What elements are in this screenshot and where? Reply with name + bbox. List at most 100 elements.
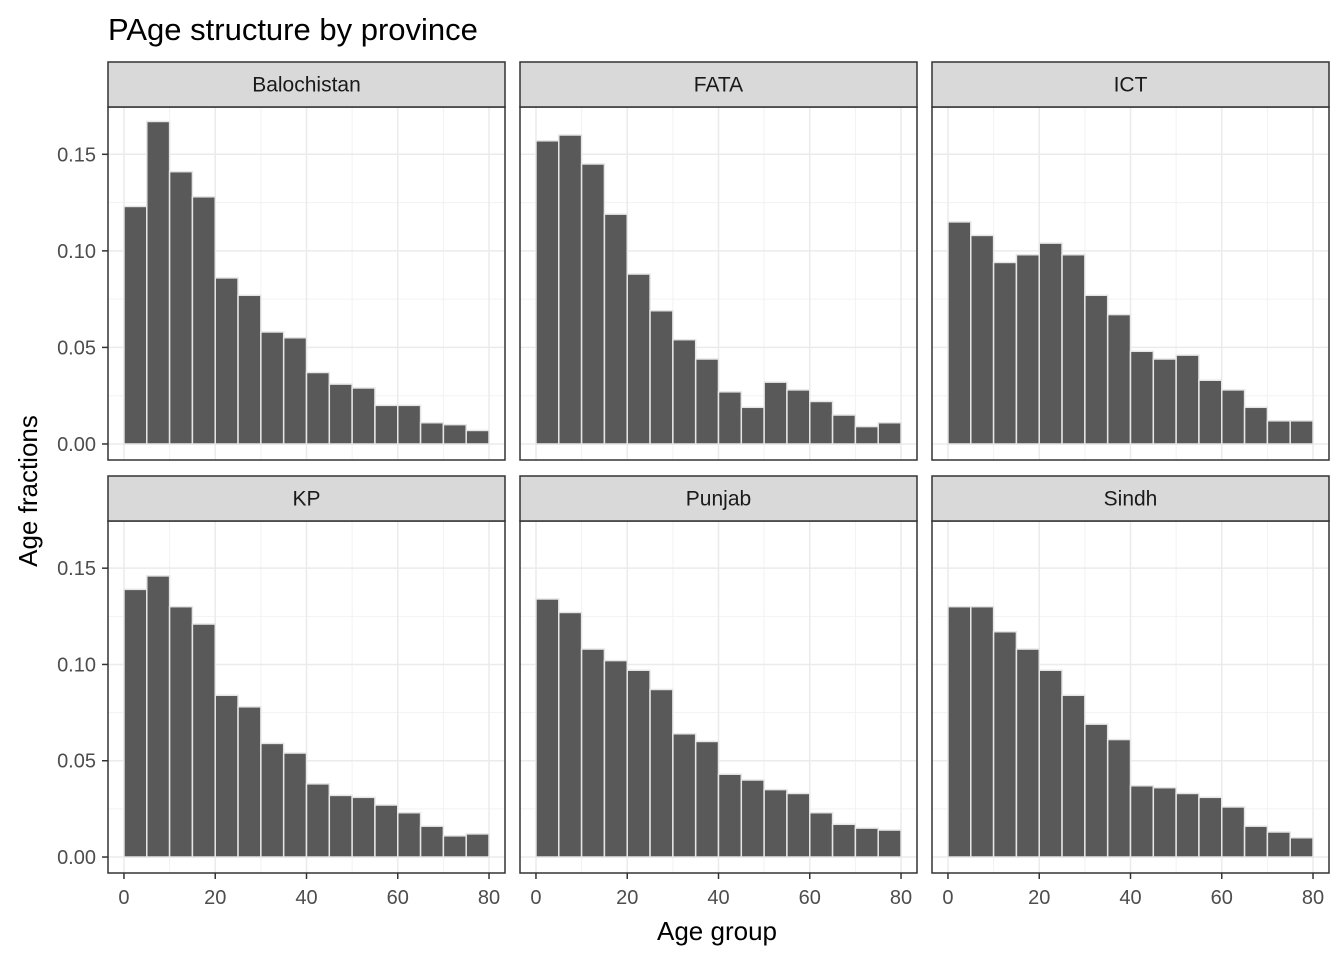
histogram-bar (442, 423, 467, 445)
histogram-bar (1038, 669, 1063, 858)
histogram-bar (214, 694, 239, 858)
histogram-bar (1106, 313, 1132, 445)
histogram-bar (465, 833, 490, 858)
histogram-bar (146, 120, 171, 445)
x-tick-label: 60 (1211, 887, 1233, 909)
histogram-bar (831, 823, 857, 858)
histogram-bar (123, 588, 148, 858)
facet-panel-ict: ICT (931, 61, 1330, 461)
histogram-bar (237, 294, 262, 445)
histogram-bar (328, 794, 353, 858)
facet-strip (107, 475, 506, 522)
histogram-bar (763, 788, 788, 858)
histogram-bar (1061, 253, 1086, 445)
histogram-bar (740, 779, 765, 858)
histogram-bar (786, 792, 811, 858)
histogram-bar (1015, 648, 1040, 858)
histogram-bar (1289, 420, 1314, 445)
histogram-bar (1289, 837, 1314, 858)
histogram-bar (580, 163, 606, 445)
x-tick-label: 80 (1302, 887, 1324, 909)
facet-strip-label: KP (292, 488, 320, 511)
histogram-bar (1266, 831, 1291, 858)
histogram-bar (717, 391, 743, 445)
histogram-bar (168, 170, 194, 445)
histogram-bar (1015, 253, 1040, 445)
histogram-bar (1221, 806, 1246, 858)
y-tick-label: 0.00 (57, 847, 96, 869)
histogram-bar (1175, 792, 1200, 858)
histogram-bar (419, 825, 445, 858)
histogram-bar (1084, 723, 1109, 858)
histogram-bar (237, 706, 262, 858)
histogram-bar (374, 804, 399, 858)
histogram-bar (603, 659, 628, 858)
facet-panel-balochistan: Balochistan 0.00 0.05 0.10 0.15 (57, 61, 506, 461)
y-tick-label: 0.15 (57, 558, 96, 580)
facet-strip (107, 61, 506, 108)
y-tick-label: 0.15 (57, 144, 96, 166)
histogram-bar (626, 669, 651, 858)
histogram-bar (694, 358, 720, 445)
histogram-bar (854, 827, 879, 858)
histogram-bar (351, 796, 376, 858)
histogram-bar (717, 773, 743, 858)
histogram-bar (786, 389, 811, 445)
histogram-bar (649, 309, 674, 445)
x-tick-label: 0 (942, 887, 953, 909)
histogram-bar (947, 605, 972, 858)
histogram-bar (672, 733, 697, 858)
x-tick-label: 0 (530, 887, 541, 909)
histogram-bar (419, 421, 445, 445)
y-tick-label: 0.10 (57, 654, 96, 676)
x-tick-label: 0 (118, 887, 129, 909)
histogram-bar (694, 740, 720, 858)
histogram-bar (1243, 406, 1269, 445)
facet-panel-punjab: Punjab 0 20 40 60 80 (519, 475, 918, 909)
histogram-bar (877, 829, 902, 858)
histogram-bar (1152, 358, 1177, 445)
histogram-bar (214, 277, 239, 445)
histogram-bar (1175, 354, 1200, 445)
histogram-bar (465, 429, 490, 445)
histogram-bar (305, 783, 331, 858)
facet-strip-label: FATA (694, 74, 743, 97)
chart-title: PAge structure by province (108, 12, 478, 47)
histogram-bar (558, 611, 583, 858)
facet-panel-sindh: Sindh 0 20 40 60 80 (931, 475, 1330, 909)
histogram-bar (580, 648, 606, 858)
histogram-bar (535, 598, 560, 858)
histogram-bar (763, 381, 788, 445)
histogram-bar (351, 387, 376, 445)
histogram-bar (397, 404, 422, 445)
histogram-bar (992, 261, 1018, 445)
x-tick-label: 20 (1028, 887, 1050, 909)
histogram-bar (168, 605, 194, 858)
histogram-bar (1084, 294, 1109, 445)
facet-strip (519, 61, 918, 108)
facet-panel-fata: FATA (519, 61, 918, 461)
histogram-bar (1198, 379, 1223, 445)
histogram-bar (442, 835, 467, 858)
histogram-bar (603, 213, 628, 445)
histogram-bar (260, 331, 285, 445)
x-tick-label: 40 (707, 887, 729, 909)
histogram-bar (123, 205, 148, 445)
histogram-bar (970, 234, 995, 445)
x-tick-label: 80 (890, 887, 912, 909)
histogram-bar (809, 811, 834, 858)
histogram-bar (1106, 738, 1132, 858)
histogram-bar (558, 134, 583, 445)
histogram-bar (626, 273, 651, 445)
histogram-bar (146, 575, 171, 858)
histogram-bar (947, 221, 972, 445)
y-tick-label: 0.00 (57, 434, 96, 456)
histogram-bar (809, 400, 834, 445)
x-tick-label: 80 (478, 887, 500, 909)
histogram-bar (282, 752, 308, 858)
histogram-bar (1061, 694, 1086, 858)
x-axis-title: Age group (657, 916, 777, 946)
histogram-bar (1038, 242, 1063, 445)
histogram-bar (740, 406, 765, 445)
